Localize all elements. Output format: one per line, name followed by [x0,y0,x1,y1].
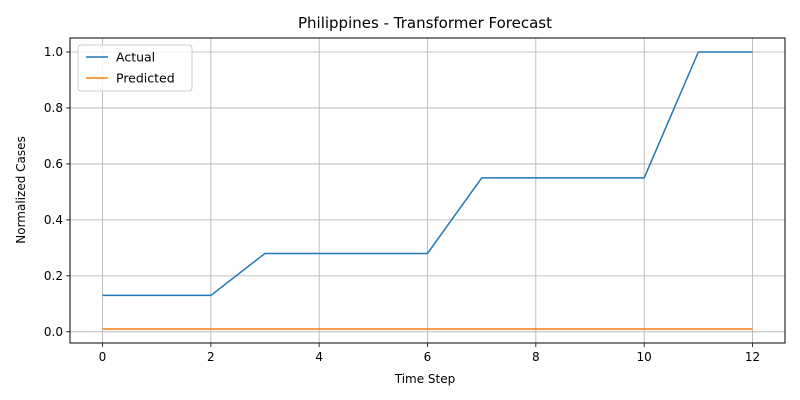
y-tick-label: 0.0 [44,325,63,339]
legend: Actual Predicted [77,44,193,92]
axis-ticks: 0 2 4 6 8 10 12 0.0 0.2 0.4 0.6 0.8 1.0 [44,45,760,364]
x-tick-label: 12 [745,350,760,364]
x-tick-label: 6 [424,350,432,364]
y-tick-label: 1.0 [44,45,63,59]
x-tick-label: 2 [207,350,215,364]
legend-label-predicted: Predicted [116,71,175,86]
series-lines [102,51,753,330]
x-axis-label: Time Step [394,372,456,386]
y-axis-label: Normalized Cases [14,136,28,243]
y-tick-label: 0.8 [44,101,63,115]
y-tick-label: 0.2 [44,269,63,283]
legend-label-actual: Actual [116,50,155,65]
grid [70,38,785,343]
series-line-actual [102,51,753,297]
chart-title: Philippines - Transformer Forecast [298,14,552,32]
y-tick-label: 0.6 [44,157,63,171]
x-tick-label: 10 [637,350,652,364]
x-tick-label: 0 [99,350,107,364]
y-tick-label: 0.4 [44,213,63,227]
x-tick-label: 4 [315,350,323,364]
x-tick-label: 8 [532,350,540,364]
